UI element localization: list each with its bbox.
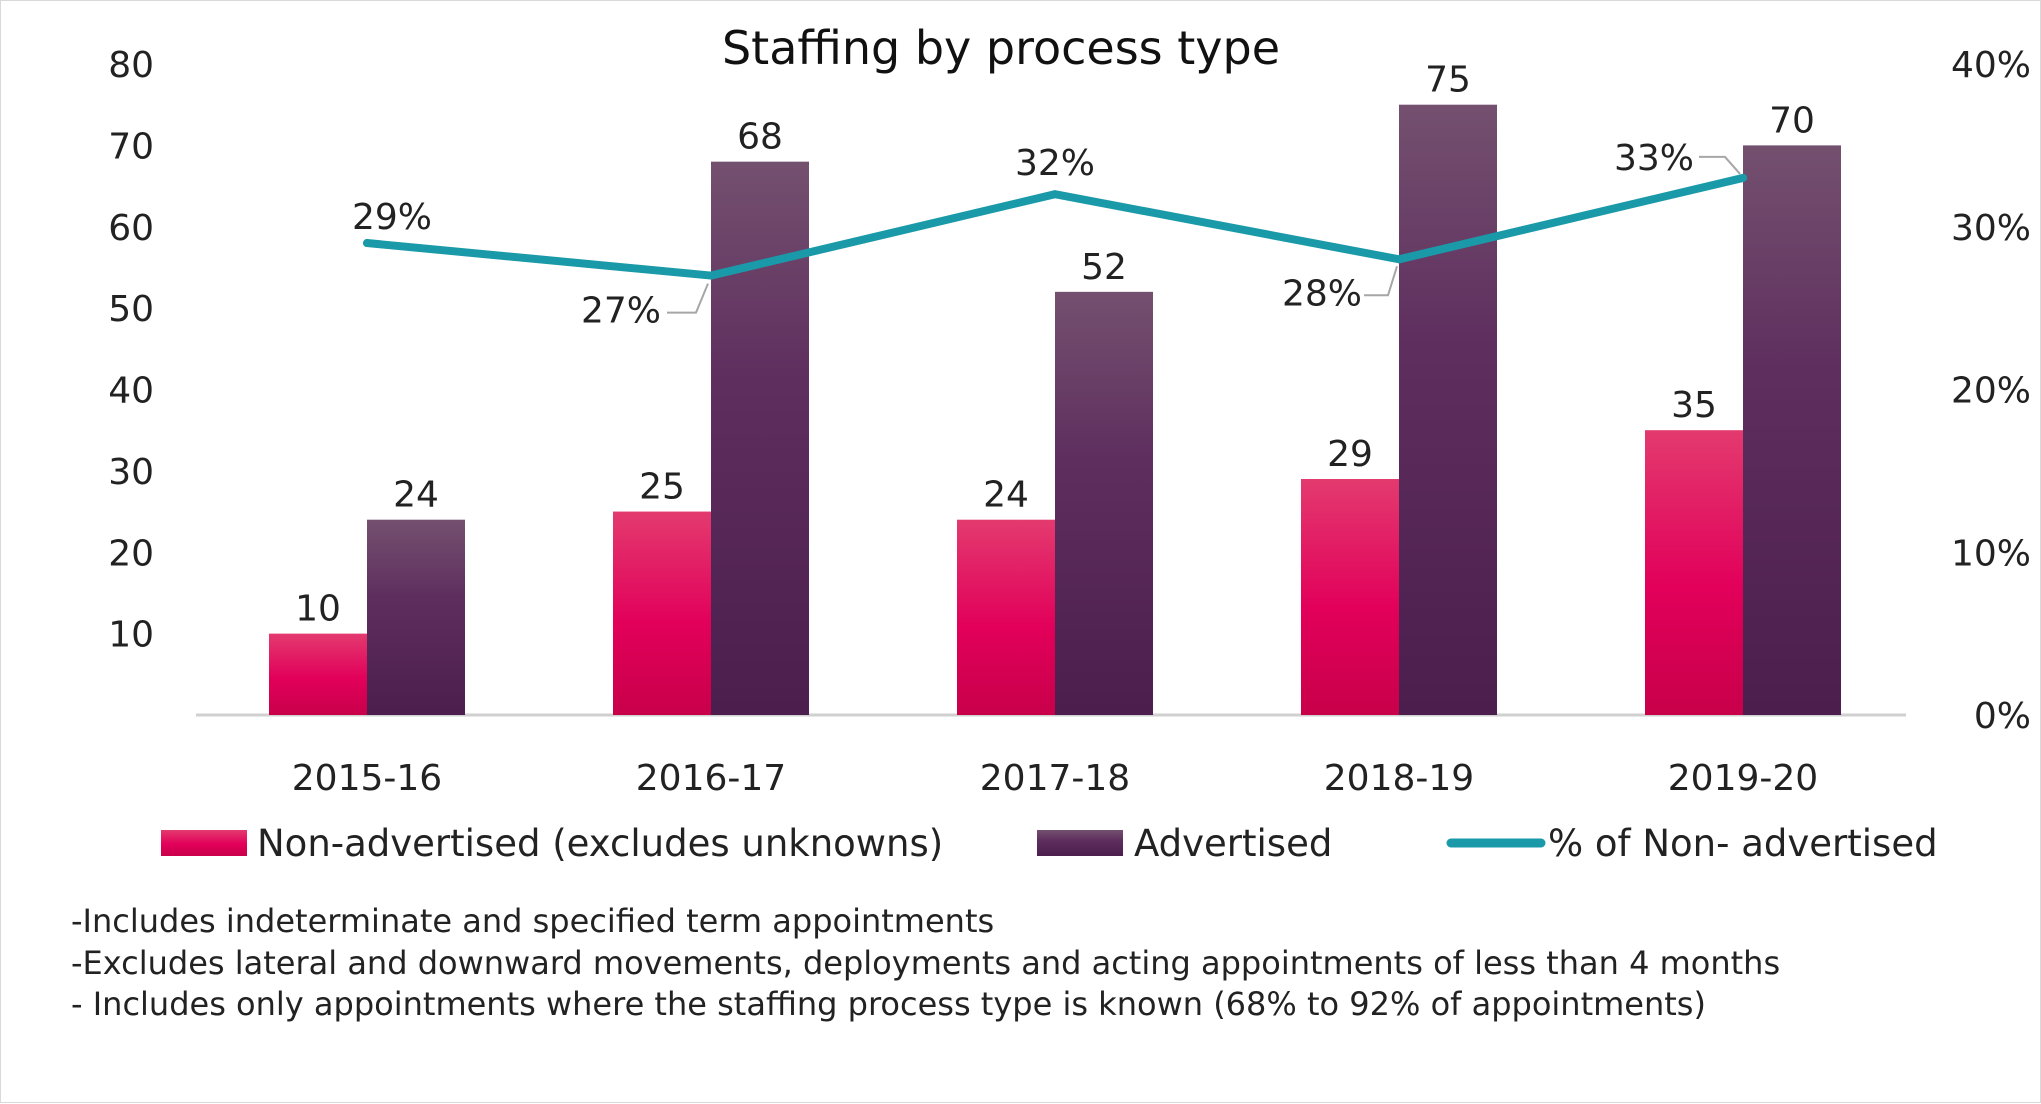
notes: -Includes indeterminate and specified te… <box>71 902 1780 1023</box>
chart-title: Staffing by process type <box>722 21 1280 75</box>
legend-swatch-advertised <box>1037 830 1123 856</box>
left-axis-tick-label: 40 <box>108 371 154 412</box>
left-axis-tick-label: 60 <box>108 208 154 249</box>
x-axis-category-label: 2018-19 <box>1324 758 1474 799</box>
left-axis-tick-label: 10 <box>108 615 154 656</box>
line-point-pct-non-advertised <box>707 271 715 280</box>
left-axis-tick-label: 20 <box>108 533 154 574</box>
x-axis-category-label: 2016-17 <box>636 758 786 799</box>
bar-advertised <box>367 519 465 715</box>
data-label-non-advertised: 10 <box>295 589 341 630</box>
left-axis-tick-label: 30 <box>108 452 154 493</box>
data-label-advertised: 52 <box>1081 247 1127 288</box>
data-label-pct-non-advertised: 27% <box>581 291 661 332</box>
bar-non-advertised <box>957 519 1055 715</box>
data-labels: 10 25 24 29 35 24 68 52 75 70 29% 27% 32% 28% 33% <box>295 60 1815 630</box>
note-line-1: -Includes indeterminate and specified te… <box>71 902 994 940</box>
legend-label-pct-non-advertised: % of Non- advertised <box>1548 822 1938 865</box>
line-point-pct-non-advertised <box>1051 190 1059 199</box>
data-label-non-advertised: 25 <box>639 467 685 508</box>
bars <box>269 104 1841 715</box>
data-label-advertised: 75 <box>1425 60 1471 101</box>
data-label-leader-line <box>667 283 709 314</box>
bar-non-advertised <box>1645 430 1743 715</box>
data-label-pct-non-advertised: 32% <box>1015 143 1095 184</box>
x-axis: 2015-16 2016-17 2017-18 2018-19 2019-20 <box>196 713 1906 799</box>
left-axis-tick-label: 80 <box>108 45 154 86</box>
left-axis-tick-label: 50 <box>108 289 154 330</box>
data-label-advertised: 24 <box>393 475 439 516</box>
line-point-pct-non-advertised <box>1739 173 1747 182</box>
x-axis-category-label: 2019-20 <box>1668 758 1818 799</box>
bar-advertised <box>1743 145 1841 715</box>
right-axis: 0% 10% 20% 30% 40% <box>1951 45 2031 737</box>
legend-label-non-advertised: Non-advertised (excludes unknowns) <box>257 822 943 865</box>
bar-advertised <box>1055 291 1153 715</box>
data-label-non-advertised: 29 <box>1327 434 1373 475</box>
line-point-pct-non-advertised <box>363 239 371 248</box>
right-axis-tick-label: 10% <box>1951 533 2031 574</box>
left-axis: 10 20 30 40 50 60 70 80 <box>108 45 154 656</box>
bar-advertised <box>711 161 809 715</box>
left-axis-tick-label: 70 <box>108 126 154 167</box>
legend-swatch-non-advertised <box>161 830 247 856</box>
right-axis-tick-label: 40% <box>1951 45 2031 86</box>
x-axis-category-label: 2015-16 <box>292 758 442 799</box>
line-series <box>363 173 1747 280</box>
data-label-advertised: 68 <box>737 117 783 158</box>
data-label-non-advertised: 35 <box>1671 385 1717 426</box>
data-label-pct-non-advertised: 29% <box>352 197 432 238</box>
bar-non-advertised <box>269 633 367 715</box>
line-point-pct-non-advertised <box>1395 255 1403 264</box>
bar-advertised <box>1399 104 1497 715</box>
data-label-leader-line <box>1699 155 1741 175</box>
note-line-2: -Excludes lateral and downward movements… <box>71 944 1780 982</box>
right-axis-tick-label: 0% <box>1974 696 2031 737</box>
bar-non-advertised <box>613 511 711 715</box>
right-axis-tick-label: 30% <box>1951 208 2031 249</box>
data-label-advertised: 70 <box>1769 100 1815 141</box>
data-label-pct-non-advertised: 33% <box>1614 138 1694 179</box>
data-label-leader-line <box>1364 266 1398 297</box>
note-line-3: - Includes only appointments where the s… <box>71 985 1706 1023</box>
x-axis-category-label: 2017-18 <box>980 758 1130 799</box>
legend-label-advertised: Advertised <box>1134 822 1332 865</box>
bar-non-advertised <box>1301 479 1399 715</box>
data-label-non-advertised: 24 <box>983 475 1029 516</box>
legend: Non-advertised (excludes unknowns) Adver… <box>161 822 1938 865</box>
right-axis-tick-label: 20% <box>1951 371 2031 412</box>
data-label-pct-non-advertised: 28% <box>1282 273 1362 314</box>
